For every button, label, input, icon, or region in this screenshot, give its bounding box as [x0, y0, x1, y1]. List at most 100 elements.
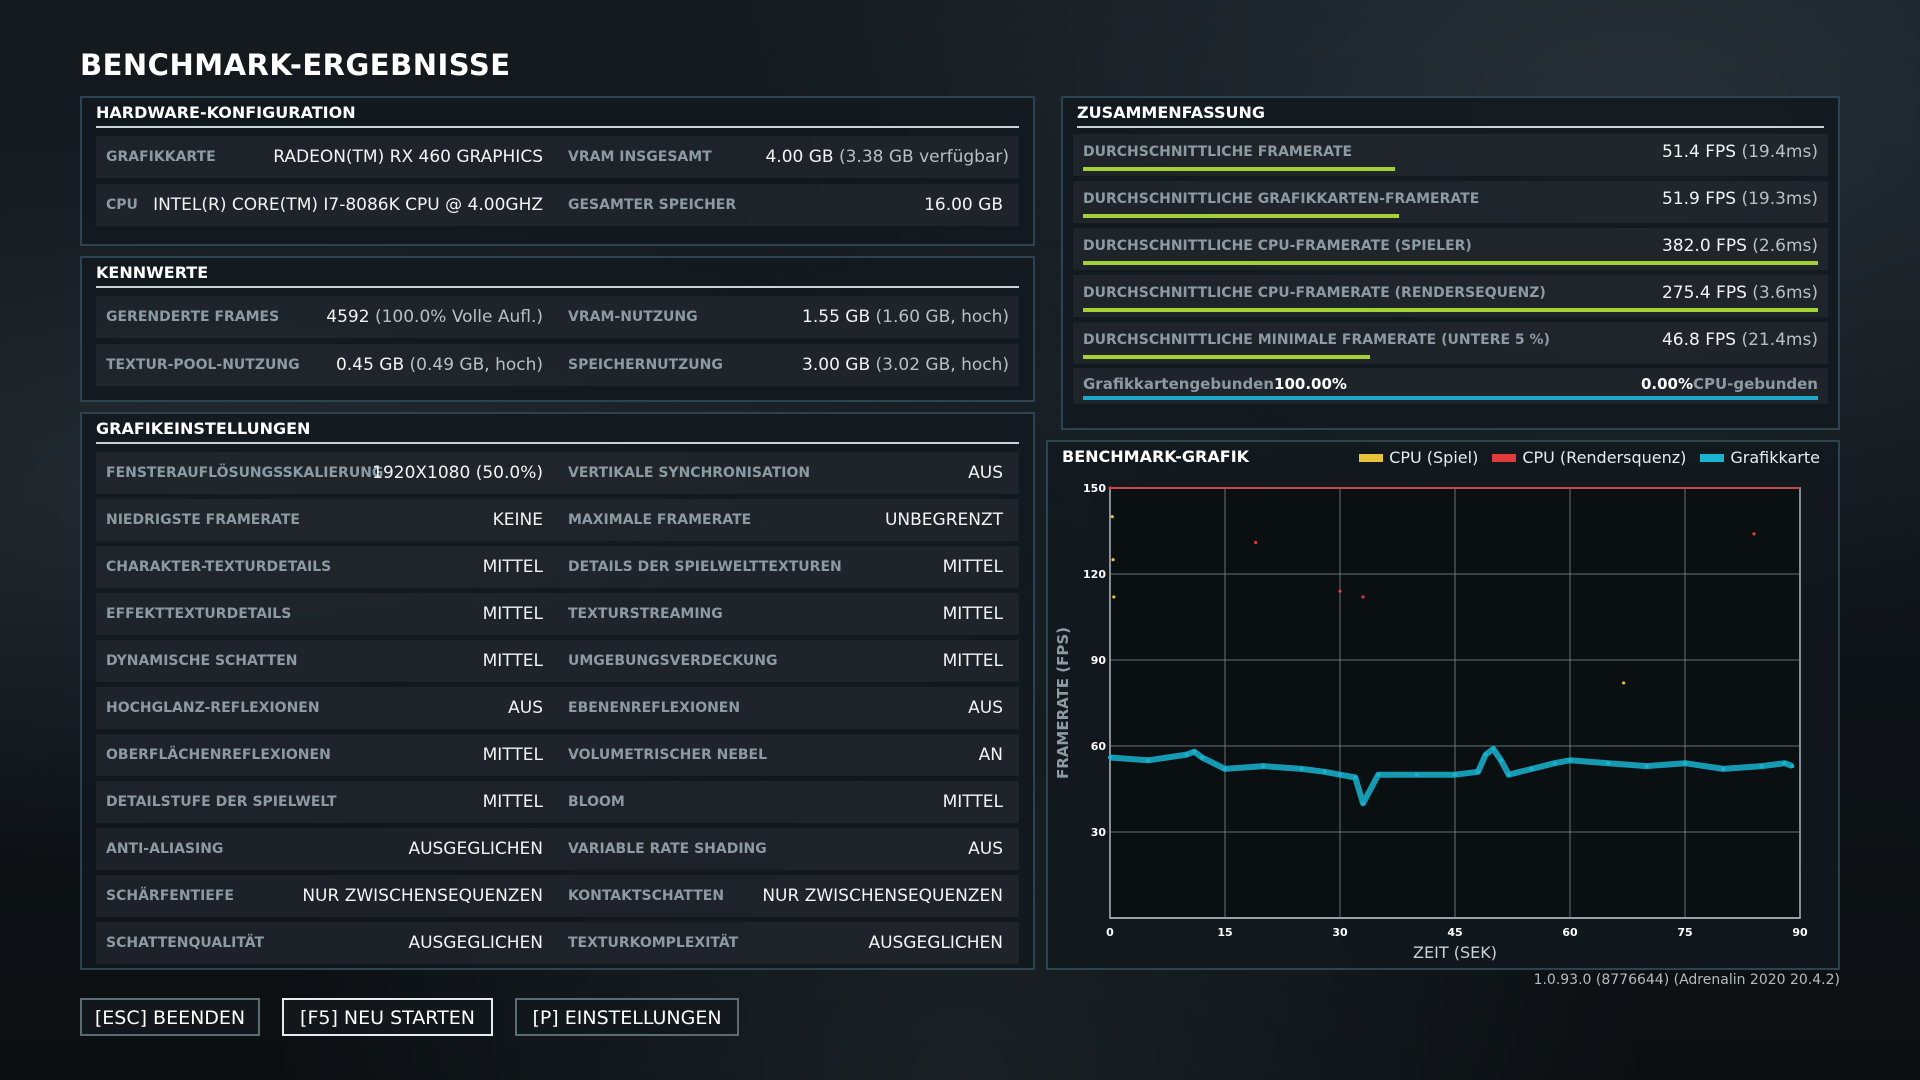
setting-value: MITTEL [942, 792, 1003, 812]
x-tick-label: 0 [1106, 926, 1114, 939]
chart-panel-title: BENCHMARK-GRAFIK [1062, 447, 1250, 466]
data-point-cpu-render [1108, 486, 1112, 490]
summary-row: DURCHSCHNITTLICHE GRAFIKKARTEN-FRAMERATE… [1073, 181, 1828, 223]
settings-row: FENSTERAUFLÖSUNGSSKALIERUNG 1920X1080 (50… [96, 452, 1019, 494]
kennwerte-row-2: TEXTUR-POOL-NUTZUNG 0.45 GB (0.49 GB, ho… [96, 344, 1019, 386]
setting-value: AUS [508, 698, 543, 718]
setting-value: MITTEL [942, 604, 1003, 624]
settings-row: DYNAMISCHE SCHATTEN MITTEL UMGEBUNGSVERDEC… [96, 640, 1019, 682]
rendered-frames-value: 4592 (100.0% Volle Aufl.) [326, 296, 543, 338]
data-point-grafikkarte [1361, 801, 1365, 806]
summary-bar [1083, 261, 1818, 265]
setting-label: EFFEKTTEXTURDETAILS [106, 606, 292, 622]
texture-pool-label: TEXTUR-POOL-NUTZUNG [106, 357, 300, 373]
setting-value: AUSGEGLICHEN [868, 933, 1003, 953]
vram-available-note: (3.38 GB verfügbar) [838, 147, 1009, 167]
y-tick-label: 90 [1091, 654, 1107, 667]
setting-label: VOLUMETRISCHER NEBEL [568, 747, 768, 763]
summary-fps: 46.8 FPS [1661, 330, 1737, 350]
data-point-grafikkarte [1499, 758, 1503, 763]
summary-label: DURCHSCHNITTLICHE GRAFIKKARTEN-FRAMERATE [1083, 191, 1480, 207]
setting-value: AUS [968, 463, 1003, 483]
data-point-grafikkarte [1476, 769, 1480, 774]
memory-usage-value: 3.00 GB (3.02 GB, hoch) [802, 344, 1009, 386]
cpu-bound: 0.00%CPU-gebunden [1641, 368, 1818, 400]
summary-bar [1083, 214, 1400, 218]
data-point-cpu-render [1254, 540, 1258, 545]
summary-panel: ZUSAMMENFASSUNG DURCHSCHNITTLICHE FRAMER… [1061, 96, 1840, 430]
summary-label: DURCHSCHNITTLICHE CPU-FRAMERATE (RENDERS… [1083, 285, 1546, 301]
legend-swatch [1492, 453, 1517, 462]
vram-usage-label: VRAM-NUTZUNG [568, 309, 698, 325]
settings-row: NIEDRIGSTE FRAMERATE KEINE MAXIMALE FRAMER… [96, 499, 1019, 541]
data-point-grafikkarte [1192, 749, 1197, 754]
x-axis-label: ZEIT (SEK) [1413, 943, 1497, 962]
data-point-grafikkarte [1299, 766, 1304, 771]
gpu-label: GRAFIKKARTE [106, 149, 216, 165]
data-point-grafikkarte [1376, 772, 1381, 777]
setting-value: MITTEL [482, 557, 543, 577]
data-point-grafikkarte [1491, 746, 1496, 751]
cpu-bound-value: 0.00% [1640, 375, 1693, 393]
settings-row: SCHÄRFENTIEFE NUR ZWISCHENSEQUENZEN KONTAK… [96, 875, 1019, 917]
setting-label: OBERFLÄCHENREFLEXIONEN [106, 747, 331, 763]
vram-total-value: 4.00 GB (3.38 GB verfügbar) [765, 136, 1009, 178]
summary-row: DURCHSCHNITTLICHE MINIMALE FRAMERATE (UN… [1073, 322, 1828, 364]
summary-fps: 275.4 FPS [1661, 283, 1747, 303]
summary-bar [1083, 355, 1370, 359]
x-tick-label: 15 [1217, 926, 1232, 939]
settings-panel: GRAFIKEINSTELLUNGEN FENSTERAUFLÖSUNGSSKA… [80, 412, 1035, 970]
memory-usage-amount: 3.00 GB [802, 355, 871, 375]
legend-label: CPU (Spiel) [1389, 448, 1479, 467]
summary-row: DURCHSCHNITTLICHE CPU-FRAMERATE (RENDERS… [1073, 275, 1828, 317]
setting-value: KEINE [492, 510, 543, 530]
setting-label: TEXTURKOMPLEXITÄT [568, 935, 739, 951]
settings-button[interactable]: [P] EINSTELLUNGEN [515, 998, 739, 1036]
setting-value: AUS [968, 698, 1003, 718]
legend-swatch [1700, 453, 1725, 462]
restart-button[interactable]: [F5] NEU STARTEN [282, 998, 493, 1036]
setting-label: BLOOM [568, 794, 625, 810]
setting-value: MITTEL [482, 745, 543, 765]
data-point-grafikkarte [1552, 761, 1557, 766]
data-point-grafikkarte [1184, 752, 1189, 757]
legend-label: CPU (Rendersquenz) [1522, 448, 1687, 467]
x-tick-label: 60 [1562, 926, 1578, 939]
vram-total-amount: 4.00 GB [765, 147, 834, 167]
texture-pool-note: (0.49 GB, hoch) [409, 355, 543, 375]
setting-label: EBENENREFLEXIONEN [568, 700, 741, 716]
setting-label: HOCHGLANZ-REFLEXIONEN [106, 700, 320, 716]
gpu-bound-value: 100.00% [1274, 375, 1347, 393]
settings-panel-title: GRAFIKEINSTELLUNGEN [96, 418, 1019, 444]
rendered-frames-note: (100.0% Volle Aufl.) [374, 307, 543, 327]
vram-usage-amount: 1.55 GB [802, 307, 871, 327]
gpu-value: RADEON(TM) RX 460 GRAPHICS [273, 147, 543, 167]
data-point-grafikkarte [1353, 775, 1358, 780]
kennwerte-panel-title: KENNWERTE [96, 262, 1019, 288]
page-title: BENCHMARK-ERGEBNISSE [80, 48, 511, 82]
data-point-grafikkarte [1506, 772, 1511, 777]
hardware-panel-title: HARDWARE-KONFIGURATION [96, 102, 1019, 128]
summary-fps: 51.4 FPS [1661, 142, 1737, 162]
summary-label: DURCHSCHNITTLICHE FRAMERATE [1083, 144, 1353, 160]
total-memory-value: 16.00 GB [924, 195, 1003, 215]
setting-label: NIEDRIGSTE FRAMERATE [106, 512, 300, 528]
data-point-grafikkarte [1782, 761, 1787, 766]
quit-button[interactable]: [ESC] BEENDEN [80, 998, 260, 1036]
data-point-grafikkarte [1108, 755, 1112, 760]
x-tick-label: 30 [1332, 926, 1348, 939]
data-point-grafikkarte [1644, 764, 1649, 769]
summary-ms: (19.4ms) [1741, 142, 1818, 162]
setting-label: DETAILSTUFE DER SPIELWELT [106, 794, 337, 810]
chart-legend: CPU (Spiel) CPU (Rendersquenz) Grafikkarte [1345, 448, 1820, 467]
setting-label: VERTIKALE SYNCHRONISATION [568, 465, 811, 481]
summary-value: 275.4 FPS (3.6ms) [1662, 275, 1818, 311]
texture-pool-amount: 0.45 GB [336, 355, 405, 375]
setting-value: MITTEL [942, 557, 1003, 577]
setting-value: NUR ZWISCHENSEQUENZEN [302, 886, 543, 906]
data-point-cpu-spiel [1110, 515, 1114, 519]
settings-row: OBERFLÄCHENREFLEXIONEN MITTEL VOLUMETRISCH… [96, 734, 1019, 776]
setting-value: MITTEL [482, 792, 543, 812]
data-point-cpu-render [1361, 595, 1365, 599]
data-point-grafikkarte [1721, 766, 1726, 771]
